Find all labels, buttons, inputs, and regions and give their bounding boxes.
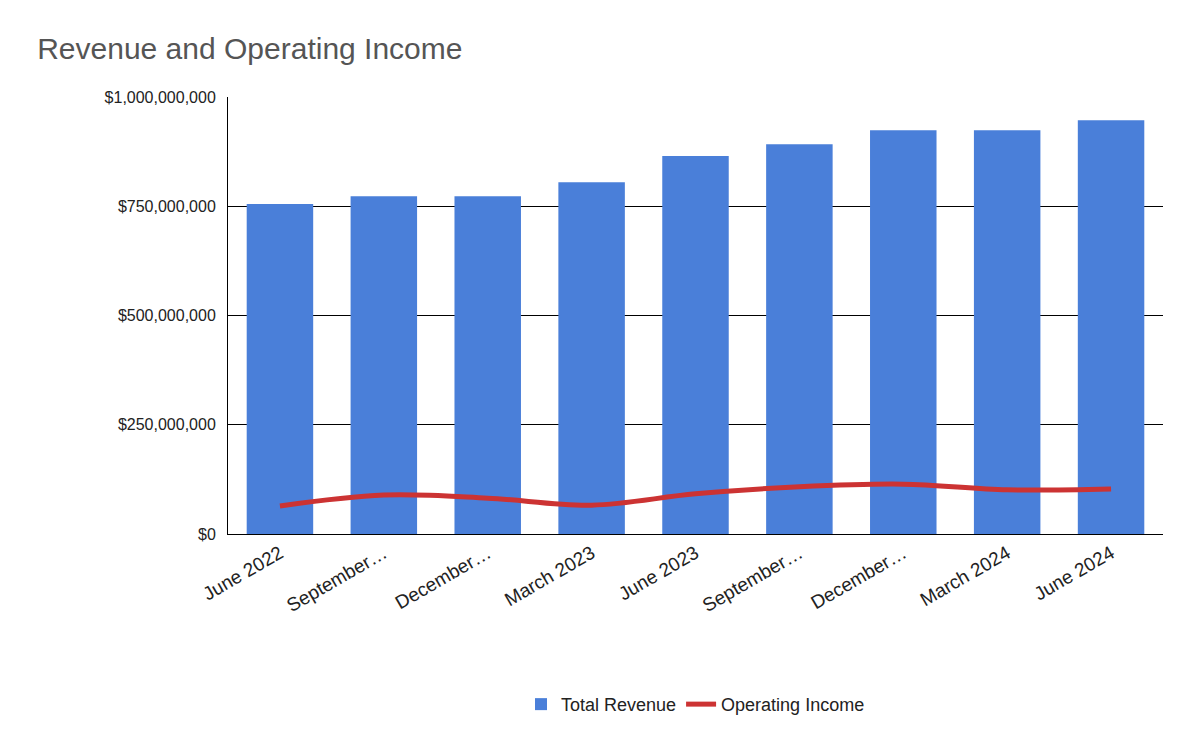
svg-text:Operating Income: Operating Income xyxy=(721,695,864,715)
svg-text:December…: December… xyxy=(392,542,495,614)
svg-text:March 2024: March 2024 xyxy=(917,542,1015,611)
svg-text:$1,000,000,000: $1,000,000,000 xyxy=(105,89,216,106)
svg-text:September…: September… xyxy=(283,542,390,616)
svg-text:June 2023: June 2023 xyxy=(615,542,702,605)
svg-text:Total Revenue: Total Revenue xyxy=(561,695,676,715)
svg-text:$750,000,000: $750,000,000 xyxy=(118,198,216,215)
svg-text:June 2022: June 2022 xyxy=(199,542,286,605)
svg-text:September…: September… xyxy=(699,542,806,616)
svg-text:March 2023: March 2023 xyxy=(501,542,598,610)
svg-text:$250,000,000: $250,000,000 xyxy=(118,416,216,433)
svg-text:December…: December… xyxy=(807,542,910,614)
svg-text:June 2024: June 2024 xyxy=(1030,542,1118,605)
svg-text:$0: $0 xyxy=(198,526,216,543)
svg-text:$500,000,000: $500,000,000 xyxy=(118,307,216,324)
svg-text:Revenue and Operating Income: Revenue and Operating Income xyxy=(37,32,462,65)
